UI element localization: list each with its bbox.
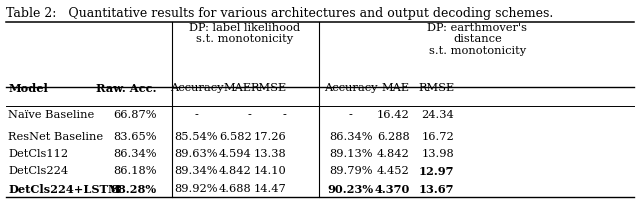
Text: 24.34: 24.34: [422, 110, 454, 120]
Text: 4.842: 4.842: [377, 149, 410, 159]
Text: 13.38: 13.38: [254, 149, 287, 159]
Text: 86.18%: 86.18%: [113, 166, 157, 176]
Text: Accuracy: Accuracy: [170, 83, 223, 93]
Text: -: -: [195, 110, 198, 120]
Text: 90.23%: 90.23%: [328, 184, 374, 195]
Text: 89.13%: 89.13%: [329, 149, 372, 159]
Text: Naïve Baseline: Naïve Baseline: [8, 110, 95, 120]
Text: 86.34%: 86.34%: [113, 149, 157, 159]
Text: 89.63%: 89.63%: [175, 149, 218, 159]
Text: 4.594: 4.594: [219, 149, 252, 159]
Text: Raw. Acc.: Raw. Acc.: [96, 83, 157, 94]
Text: 4.452: 4.452: [377, 166, 410, 176]
Text: 12.97: 12.97: [419, 166, 454, 177]
Text: RMSE: RMSE: [419, 83, 454, 93]
Text: Accuracy: Accuracy: [324, 83, 378, 93]
Text: 4.688: 4.688: [219, 184, 252, 194]
Text: DP: label likelihood
s.t. monotonicity: DP: label likelihood s.t. monotonicity: [189, 23, 300, 45]
Text: 66.87%: 66.87%: [113, 110, 157, 120]
Text: 89.92%: 89.92%: [175, 184, 218, 194]
Text: 89.34%: 89.34%: [175, 166, 218, 176]
Text: 14.47: 14.47: [254, 184, 287, 194]
Text: 89.79%: 89.79%: [329, 166, 372, 176]
Text: DetCls112: DetCls112: [8, 149, 68, 159]
Text: Table 2:   Quantitative results for various architectures and output decoding sc: Table 2: Quantitative results for variou…: [6, 7, 554, 20]
Text: 85.54%: 85.54%: [175, 132, 218, 142]
Text: 13.98: 13.98: [422, 149, 454, 159]
Text: 6.582: 6.582: [219, 132, 252, 142]
Text: 6.288: 6.288: [377, 132, 410, 142]
Text: 86.34%: 86.34%: [329, 132, 372, 142]
Text: -: -: [349, 110, 353, 120]
Text: DetCls224+LSTM: DetCls224+LSTM: [8, 184, 121, 195]
Text: 4.842: 4.842: [219, 166, 252, 176]
Text: -: -: [283, 110, 287, 120]
Text: 4.370: 4.370: [374, 184, 410, 195]
Text: 88.28%: 88.28%: [111, 184, 157, 195]
Text: MAE: MAE: [223, 83, 252, 93]
Text: DP: earthmover's
distance
s.t. monotonicity: DP: earthmover's distance s.t. monotonic…: [428, 23, 527, 56]
Text: 13.67: 13.67: [419, 184, 454, 195]
Text: MAE: MAE: [381, 83, 410, 93]
Text: 17.26: 17.26: [254, 132, 287, 142]
Text: 14.10: 14.10: [254, 166, 287, 176]
Text: DetCls224: DetCls224: [8, 166, 68, 176]
Text: 16.72: 16.72: [422, 132, 454, 142]
Text: 83.65%: 83.65%: [113, 132, 157, 142]
Text: Model: Model: [8, 83, 48, 94]
Text: -: -: [248, 110, 252, 120]
Text: ResNet Baseline: ResNet Baseline: [8, 132, 104, 142]
Text: RMSE: RMSE: [251, 83, 287, 93]
Text: 16.42: 16.42: [377, 110, 410, 120]
